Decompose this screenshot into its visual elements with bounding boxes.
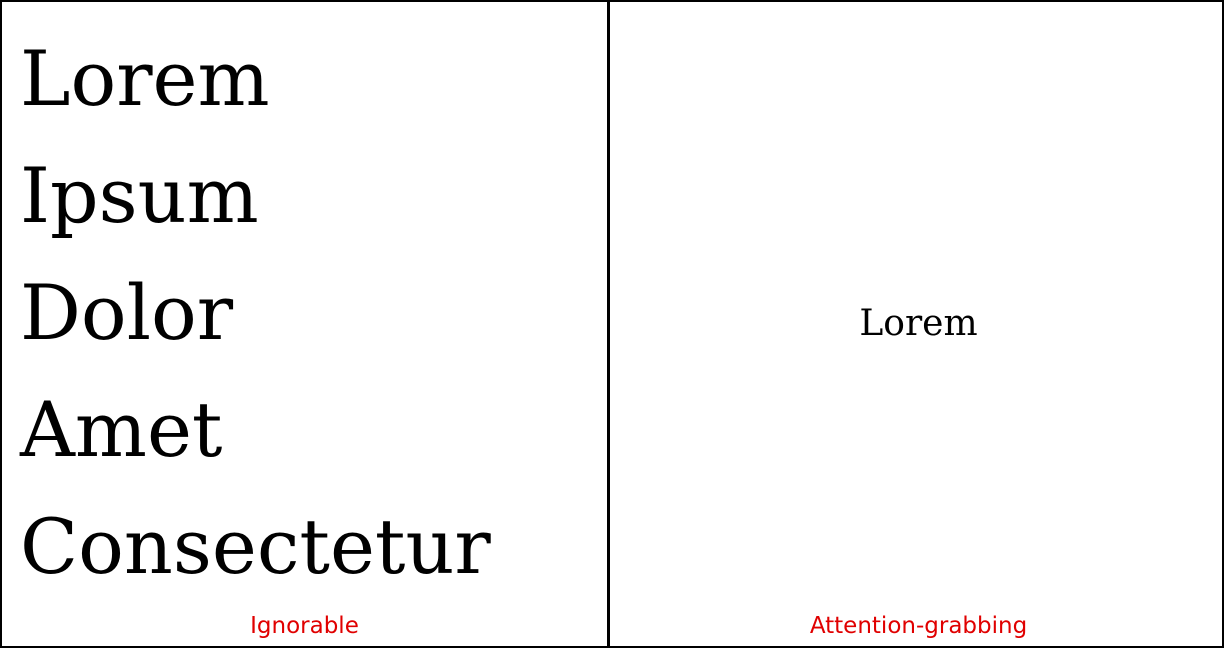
left-caption: Ignorable: [250, 613, 359, 639]
single-word: Lorem: [859, 303, 978, 344]
word-list: Lorem Ipsum Dolor Amet Consectetur: [20, 20, 491, 605]
word-ipsum: Ipsum: [20, 151, 259, 240]
left-panel: Lorem Ipsum Dolor Amet Consectetur Ignor…: [2, 2, 610, 646]
word-consectetur: Consectetur: [20, 502, 491, 591]
word-amet: Amet: [20, 385, 223, 474]
word-dolor: Dolor: [20, 268, 234, 357]
right-panel: Lorem Attention-grabbing: [613, 2, 1224, 646]
right-caption: Attention-grabbing: [809, 613, 1028, 639]
word-lorem: Lorem: [20, 34, 270, 123]
